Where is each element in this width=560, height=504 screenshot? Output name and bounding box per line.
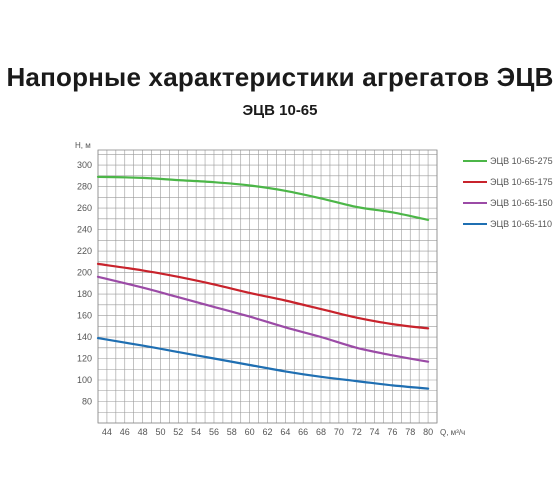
series-line-3 xyxy=(96,275,430,363)
legend: ЭЦВ 10-65-275 ЭЦВ 10-65-175 ЭЦВ 10-65-150 Э… xyxy=(463,156,553,229)
legend-label: ЭЦВ 10-65-175 xyxy=(490,177,553,187)
series-line-2 xyxy=(96,262,430,330)
x-tick-label: 58 xyxy=(227,427,237,437)
legend-label: ЭЦВ 10-65-275 xyxy=(490,156,553,166)
plot-frame xyxy=(97,149,438,424)
x-tick-label: 50 xyxy=(155,427,165,437)
x-axis-label: Q, м³/ч xyxy=(440,428,465,437)
x-tick-label: 68 xyxy=(316,427,326,437)
chart-subtitle: ЭЦВ 10-65 xyxy=(242,102,318,119)
x-tick-label: 76 xyxy=(387,427,397,437)
x-tick-label: 70 xyxy=(334,427,344,437)
x-tick-label: 54 xyxy=(191,427,201,437)
x-tick-label: 78 xyxy=(405,427,415,437)
legend-label: ЭЦВ 10-65-150 xyxy=(490,198,553,208)
x-tick-label: 62 xyxy=(262,427,272,437)
y-tick-label: 140 xyxy=(77,332,92,342)
x-tick-label: 46 xyxy=(120,427,130,437)
y-tick-label: 300 xyxy=(77,160,92,170)
y-tick-label: 200 xyxy=(77,268,92,278)
series-line-4 xyxy=(96,337,430,390)
y-tick-label: 180 xyxy=(77,289,92,299)
x-tick-label: 56 xyxy=(209,427,219,437)
x-tick-label: 80 xyxy=(423,427,433,437)
y-tick-label: 100 xyxy=(77,375,92,385)
x-tick-label: 52 xyxy=(173,427,183,437)
y-tick-label: 240 xyxy=(77,225,92,235)
y-tick-label: 120 xyxy=(77,354,92,364)
x-tick-label: 72 xyxy=(352,427,362,437)
y-tick-label: 260 xyxy=(77,203,92,213)
series-lines xyxy=(96,175,430,390)
chart-title: Напорные характеристики агрегатов ЭЦВ xyxy=(6,62,554,92)
grid xyxy=(97,149,438,424)
legend-label: ЭЦВ 10-65-110 xyxy=(490,219,552,229)
x-tick-label: 60 xyxy=(245,427,255,437)
y-tick-label: 220 xyxy=(77,246,92,256)
y-tick-label: 160 xyxy=(77,311,92,321)
x-tick-label: 48 xyxy=(138,427,148,437)
tick-labels: 44 46 48 50 52 54 56 58 60 62 64 66 68 70 72 74 76 78 80 80… xyxy=(77,160,433,437)
y-tick-label: 80 xyxy=(82,397,92,407)
series-line-1 xyxy=(96,175,430,221)
x-tick-label: 44 xyxy=(102,427,112,437)
y-axis-label: H, м xyxy=(75,141,91,150)
y-tick-label: 280 xyxy=(77,182,92,192)
x-tick-label: 74 xyxy=(370,427,380,437)
x-tick-label: 66 xyxy=(298,427,308,437)
x-tick-label: 64 xyxy=(280,427,290,437)
